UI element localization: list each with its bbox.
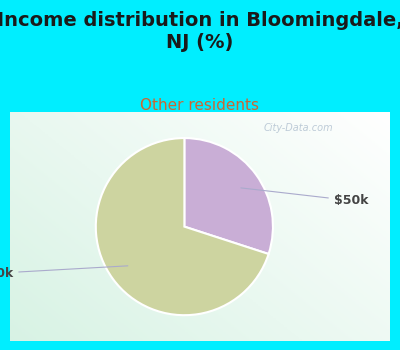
Text: Other residents: Other residents	[140, 98, 260, 113]
Text: Income distribution in Bloomingdale,
NJ (%): Income distribution in Bloomingdale, NJ …	[0, 10, 400, 52]
Text: City-Data.com: City-Data.com	[264, 124, 333, 133]
Wedge shape	[184, 138, 273, 254]
Text: $50k: $50k	[241, 188, 368, 207]
Text: $150k: $150k	[0, 266, 128, 280]
Wedge shape	[96, 138, 269, 315]
